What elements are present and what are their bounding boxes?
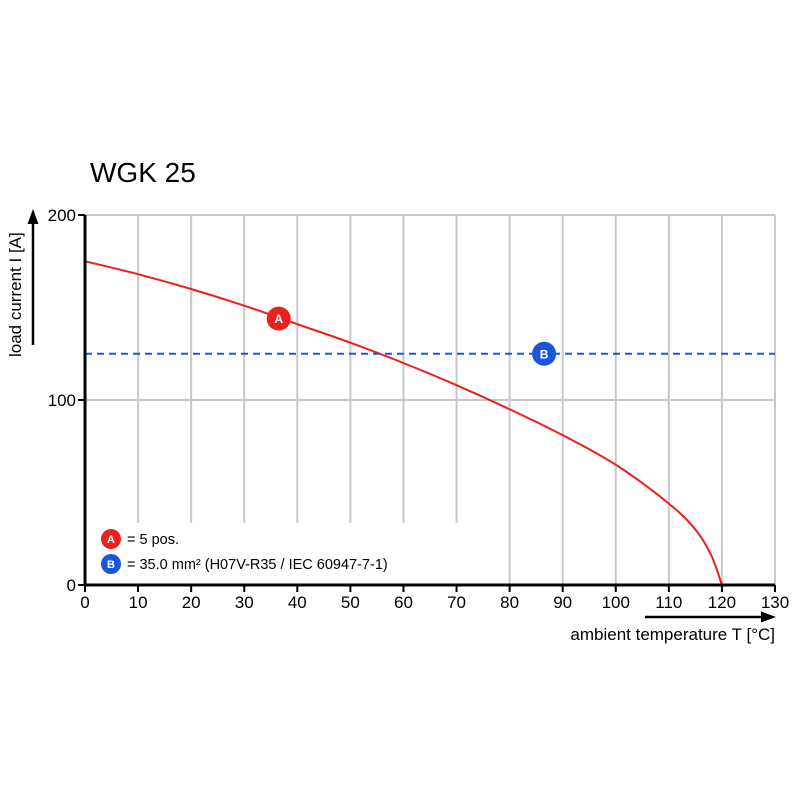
x-axis-arrow-head: [761, 611, 776, 623]
marker-b-letter: B: [540, 347, 549, 361]
x-tick-label: 0: [80, 593, 89, 612]
y-axis-arrow-head: [27, 209, 39, 224]
x-tick-label: 60: [394, 593, 413, 612]
x-tick-label: 30: [235, 593, 254, 612]
x-tick-label: 70: [447, 593, 466, 612]
x-tick-label: 100: [602, 593, 630, 612]
legend-badge-b: [101, 554, 121, 574]
x-tick-label: 90: [553, 593, 572, 612]
x-tick-label: 110: [655, 593, 682, 612]
y-axis-label: load current I [A]: [6, 232, 25, 357]
x-tick-label: 10: [129, 593, 148, 612]
legend-letter-a: A: [107, 534, 115, 546]
series-line-a: [84, 260, 723, 586]
legend-badge-a: [101, 529, 121, 549]
y-tick-label: 200: [48, 206, 76, 225]
y-tick-label: 0: [67, 576, 76, 595]
x-tick-label: 120: [708, 593, 736, 612]
series-layer: [84, 260, 775, 586]
x-tick-label: 80: [500, 593, 519, 612]
x-axis-label: ambient temperature T [°C]: [570, 625, 775, 644]
axes: 0 10 20 30 40 50 60 70 80 90 100 110 120 130 0 100 200: [27, 206, 789, 623]
marker-b-badge: [532, 341, 557, 366]
legend-text-a: = 5 pos.: [127, 532, 179, 548]
series-markers: AB: [266, 306, 557, 366]
marker-a-badge: [266, 306, 291, 331]
legend-letter-b: B: [107, 559, 115, 571]
legend: A = 5 pos. B = 35.0 mm² (H07V-R35 / IEC 609…: [101, 529, 388, 574]
chart-title: WGK 25: [90, 157, 196, 188]
grid: [85, 214, 776, 585]
x-tick-label: 20: [182, 593, 201, 612]
x-tick-label: 50: [341, 593, 360, 612]
y-tick-label: 100: [48, 391, 76, 410]
x-tick-label: 40: [288, 593, 307, 612]
marker-a-letter: A: [274, 312, 283, 326]
x-tick-label: 130: [761, 593, 789, 612]
legend-text-b: = 35.0 mm² (H07V-R35 / IEC 60947-7-1): [127, 557, 388, 573]
